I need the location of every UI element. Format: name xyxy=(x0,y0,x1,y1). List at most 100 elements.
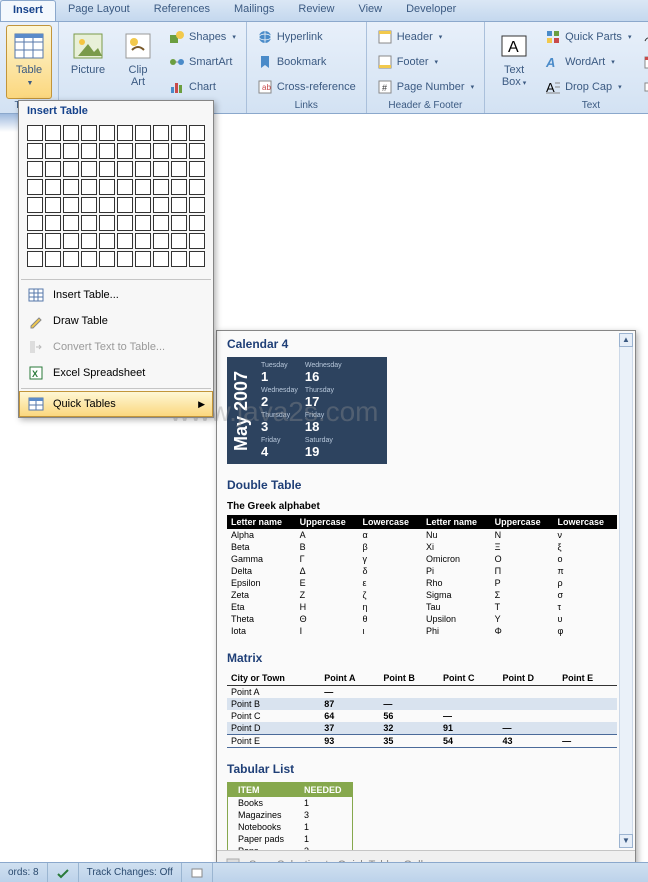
grid-cell[interactable] xyxy=(99,143,115,159)
grid-cell[interactable] xyxy=(81,251,97,267)
grid-cell[interactable] xyxy=(153,215,169,231)
tab-references[interactable]: References xyxy=(142,0,222,21)
grid-cell[interactable] xyxy=(153,251,169,267)
grid-cell[interactable] xyxy=(63,161,79,177)
grid-cell[interactable] xyxy=(135,215,151,231)
grid-cell[interactable] xyxy=(81,161,97,177)
grid-cell[interactable] xyxy=(45,251,61,267)
grid-cell[interactable] xyxy=(63,125,79,141)
date-button[interactable]: Date xyxy=(639,52,648,72)
grid-cell[interactable] xyxy=(45,125,61,141)
grid-cell[interactable] xyxy=(63,143,79,159)
grid-cell[interactable] xyxy=(63,251,79,267)
grid-cell[interactable] xyxy=(81,179,97,195)
grid-cell[interactable] xyxy=(81,197,97,213)
grid-cell[interactable] xyxy=(99,233,115,249)
grid-cell[interactable] xyxy=(45,233,61,249)
grid-cell[interactable] xyxy=(135,143,151,159)
tab-mailings[interactable]: Mailings xyxy=(222,0,286,21)
grid-cell[interactable] xyxy=(99,197,115,213)
tab-page-layout[interactable]: Page Layout xyxy=(56,0,142,21)
insert-table-item[interactable]: Insert Table... xyxy=(19,282,213,308)
grid-cell[interactable] xyxy=(153,143,169,159)
grid-cell[interactable] xyxy=(171,233,187,249)
scroll-down-icon[interactable]: ▼ xyxy=(619,834,633,848)
grid-cell[interactable] xyxy=(135,125,151,141)
grid-cell[interactable] xyxy=(45,143,61,159)
grid-cell[interactable] xyxy=(27,125,43,141)
status-proofing[interactable] xyxy=(48,863,79,882)
clipart-button[interactable]: ClipArt xyxy=(115,25,161,99)
grid-cell[interactable] xyxy=(81,143,97,159)
grid-cell[interactable] xyxy=(27,215,43,231)
grid-cell[interactable] xyxy=(81,125,97,141)
grid-cell[interactable] xyxy=(117,251,133,267)
grid-cell[interactable] xyxy=(99,125,115,141)
quickparts-button[interactable]: Quick Parts▾ xyxy=(541,27,635,47)
grid-cell[interactable] xyxy=(27,251,43,267)
grid-cell[interactable] xyxy=(189,179,205,195)
bookmark-button[interactable]: Bookmark xyxy=(253,52,360,72)
grid-cell[interactable] xyxy=(171,197,187,213)
grid-cell[interactable] xyxy=(135,233,151,249)
grid-cell[interactable] xyxy=(45,179,61,195)
table-button[interactable]: Table▼ xyxy=(6,25,52,99)
grid-cell[interactable] xyxy=(135,197,151,213)
gallery-matrix[interactable]: Matrix City or TownPoint APoint BPoint C… xyxy=(227,651,617,748)
grid-cell[interactable] xyxy=(99,161,115,177)
tab-insert[interactable]: Insert xyxy=(0,0,56,21)
wordart-button[interactable]: AWordArt▾ xyxy=(541,52,635,72)
tab-view[interactable]: View xyxy=(346,0,394,21)
grid-cell[interactable] xyxy=(189,233,205,249)
grid-cell[interactable] xyxy=(171,143,187,159)
grid-cell[interactable] xyxy=(153,125,169,141)
gallery-tabular-list[interactable]: Tabular List ITEMNEEDEDBooks1Magazines3N… xyxy=(227,762,617,850)
status-insert-mode[interactable] xyxy=(182,863,213,882)
grid-cell[interactable] xyxy=(153,197,169,213)
grid-cell[interactable] xyxy=(189,143,205,159)
grid-cell[interactable] xyxy=(63,179,79,195)
grid-cell[interactable] xyxy=(117,143,133,159)
smartart-button[interactable]: SmartArt xyxy=(165,52,240,72)
grid-cell[interactable] xyxy=(135,179,151,195)
grid-cell[interactable] xyxy=(63,215,79,231)
status-words[interactable]: ords: 8 xyxy=(0,863,48,882)
grid-cell[interactable] xyxy=(27,197,43,213)
shapes-button[interactable]: Shapes▾ xyxy=(165,27,240,47)
grid-cell[interactable] xyxy=(27,179,43,195)
grid-cell[interactable] xyxy=(135,251,151,267)
grid-cell[interactable] xyxy=(153,161,169,177)
grid-cell[interactable] xyxy=(81,215,97,231)
grid-cell[interactable] xyxy=(189,197,205,213)
grid-cell[interactable] xyxy=(117,179,133,195)
grid-cell[interactable] xyxy=(99,251,115,267)
grid-cell[interactable] xyxy=(81,233,97,249)
gallery-scrollbar[interactable]: ▲ ▼ xyxy=(619,333,633,848)
scroll-up-icon[interactable]: ▲ xyxy=(619,333,633,347)
grid-cell[interactable] xyxy=(63,233,79,249)
dropcap-button[interactable]: ADrop Cap▾ xyxy=(541,77,635,97)
grid-cell[interactable] xyxy=(99,215,115,231)
tab-review[interactable]: Review xyxy=(286,0,346,21)
header-button[interactable]: Header▾ xyxy=(373,27,478,47)
grid-cell[interactable] xyxy=(189,125,205,141)
footer-button[interactable]: Footer▾ xyxy=(373,52,478,72)
grid-cell[interactable] xyxy=(189,251,205,267)
grid-cell[interactable] xyxy=(117,197,133,213)
grid-cell[interactable] xyxy=(153,179,169,195)
grid-cell[interactable] xyxy=(27,161,43,177)
grid-cell[interactable] xyxy=(171,125,187,141)
grid-cell[interactable] xyxy=(45,215,61,231)
grid-cell[interactable] xyxy=(135,161,151,177)
grid-cell[interactable] xyxy=(117,233,133,249)
grid-cell[interactable] xyxy=(117,215,133,231)
grid-cell[interactable] xyxy=(45,161,61,177)
signature-button[interactable]: Sign xyxy=(639,27,648,47)
picture-button[interactable]: Picture xyxy=(65,25,111,99)
grid-cell[interactable] xyxy=(27,143,43,159)
grid-cell[interactable] xyxy=(171,161,187,177)
grid-cell[interactable] xyxy=(99,179,115,195)
tab-developer[interactable]: Developer xyxy=(394,0,468,21)
grid-cell[interactable] xyxy=(171,179,187,195)
grid-cell[interactable] xyxy=(117,125,133,141)
